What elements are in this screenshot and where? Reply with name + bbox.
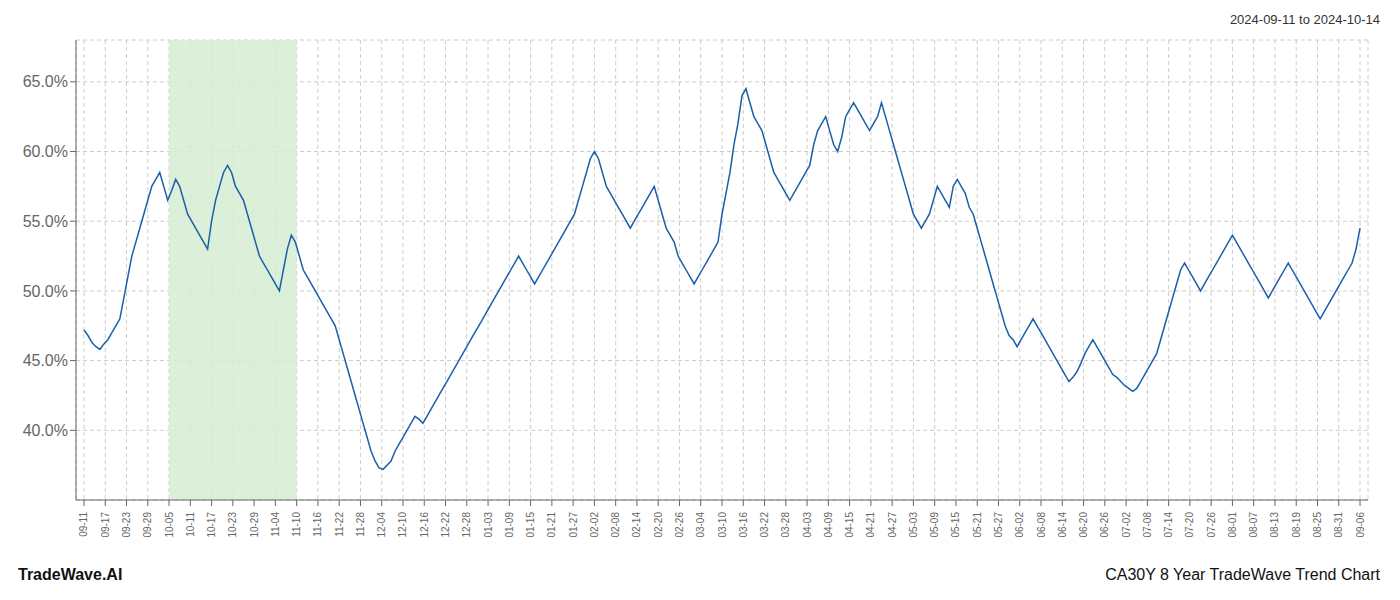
svg-text:50.0%: 50.0% — [23, 283, 68, 300]
svg-text:40.0%: 40.0% — [23, 422, 68, 439]
svg-text:03-22: 03-22 — [759, 512, 770, 538]
svg-text:07-20: 07-20 — [1184, 512, 1195, 538]
svg-text:08-01: 08-01 — [1227, 512, 1238, 538]
svg-text:02-20: 02-20 — [653, 512, 664, 538]
svg-text:65.0%: 65.0% — [23, 73, 68, 90]
svg-text:10-23: 10-23 — [227, 512, 238, 538]
svg-text:05-27: 05-27 — [993, 512, 1004, 538]
html-text:TradeWave.AI: TradeWave.AI — [18, 566, 123, 583]
svg-text:07-14: 07-14 — [1163, 512, 1174, 538]
svg-text:02-14: 02-14 — [631, 512, 642, 538]
svg-text:07-26: 07-26 — [1206, 512, 1217, 538]
svg-text:05-09: 05-09 — [929, 512, 940, 538]
svg-text:10-29: 10-29 — [249, 512, 260, 538]
svg-text:06-20: 06-20 — [1078, 512, 1089, 538]
svg-text:06-08: 06-08 — [1036, 512, 1047, 538]
svg-text:08-19: 08-19 — [1291, 512, 1302, 538]
svg-text:01-15: 01-15 — [525, 512, 536, 538]
svg-text:09-23: 09-23 — [121, 512, 132, 538]
svg-text:06-14: 06-14 — [1057, 512, 1068, 538]
svg-text:08-07: 08-07 — [1248, 512, 1259, 538]
svg-text:03-04: 03-04 — [695, 512, 706, 538]
svg-text:02-26: 02-26 — [674, 512, 685, 538]
svg-text:05-15: 05-15 — [950, 512, 961, 538]
svg-text:06-02: 06-02 — [1014, 512, 1025, 538]
svg-text:09-11: 09-11 — [78, 512, 89, 537]
svg-text:08-25: 08-25 — [1312, 512, 1323, 538]
svg-text:10-05: 10-05 — [164, 512, 175, 538]
svg-text:11-22: 11-22 — [334, 512, 345, 537]
svg-text:10-17: 10-17 — [206, 512, 217, 538]
svg-text:04-03: 04-03 — [802, 512, 813, 538]
svg-text:04-27: 04-27 — [887, 512, 898, 538]
svg-text:45.0%: 45.0% — [23, 352, 68, 369]
svg-text:01-21: 01-21 — [546, 512, 557, 538]
svg-text:09-17: 09-17 — [100, 512, 111, 538]
svg-text:11-10: 11-10 — [291, 512, 302, 537]
svg-text:03-16: 03-16 — [738, 512, 749, 538]
svg-text:05-21: 05-21 — [972, 512, 983, 538]
svg-text:09-06: 09-06 — [1355, 512, 1366, 538]
html-text:CA30Y 8 Year TradeWave Trend C: CA30Y 8 Year TradeWave Trend Chart — [1105, 566, 1380, 583]
svg-text:02-02: 02-02 — [589, 512, 600, 538]
svg-text:60.0%: 60.0% — [23, 143, 68, 160]
svg-text:08-31: 08-31 — [1333, 512, 1344, 538]
html-text:2024-09-11 to 2024-10-14: 2024-09-11 to 2024-10-14 — [1229, 12, 1380, 27]
svg-text:11-04: 11-04 — [270, 512, 281, 537]
svg-text:07-08: 07-08 — [1142, 512, 1153, 538]
svg-text:12-28: 12-28 — [461, 512, 472, 538]
svg-text:08-13: 08-13 — [1269, 512, 1280, 538]
svg-text:12-22: 12-22 — [440, 512, 451, 538]
svg-text:55.0%: 55.0% — [23, 213, 68, 230]
svg-text:05-03: 05-03 — [908, 512, 919, 538]
svg-text:03-28: 03-28 — [780, 512, 791, 538]
svg-text:01-27: 01-27 — [568, 512, 579, 538]
svg-text:01-09: 01-09 — [504, 512, 515, 538]
svg-text:04-21: 04-21 — [865, 512, 876, 538]
svg-text:10-11: 10-11 — [185, 512, 196, 537]
svg-text:12-16: 12-16 — [419, 512, 430, 538]
svg-text:06-26: 06-26 — [1099, 512, 1110, 538]
svg-text:11-28: 11-28 — [355, 512, 366, 537]
svg-text:03-10: 03-10 — [717, 512, 728, 538]
svg-text:04-15: 04-15 — [844, 512, 855, 538]
svg-text:04-09: 04-09 — [823, 512, 834, 538]
svg-text:11-16: 11-16 — [312, 512, 323, 537]
svg-text:09-29: 09-29 — [142, 512, 153, 538]
svg-text:12-10: 12-10 — [397, 512, 408, 538]
svg-text:01-03: 01-03 — [483, 512, 494, 538]
svg-text:07-02: 07-02 — [1121, 512, 1132, 538]
svg-text:12-04: 12-04 — [376, 512, 387, 538]
svg-text:02-08: 02-08 — [610, 512, 621, 538]
